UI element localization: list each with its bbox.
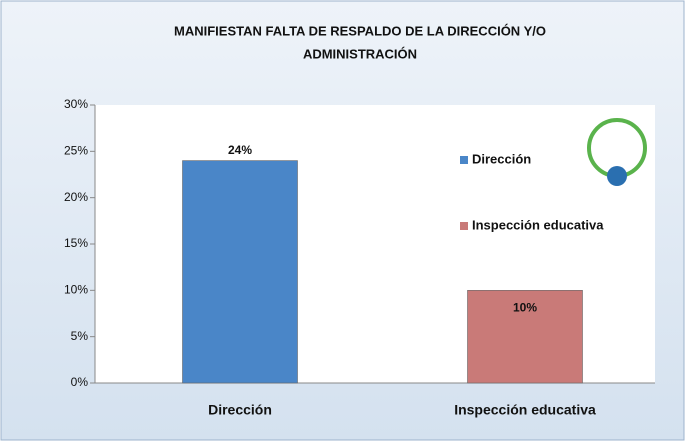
legend-swatch [460, 222, 468, 230]
data-label: 24% [228, 143, 252, 157]
legend-label: Dirección [472, 151, 531, 166]
bar [182, 160, 298, 384]
bar [467, 290, 583, 384]
legend-label: Inspección educativa [472, 217, 604, 232]
y-tick-label: 20% [64, 190, 88, 204]
chart-title: ADMINISTRACIÓN [303, 46, 417, 61]
y-tick-label: 15% [64, 236, 88, 250]
y-tick-label: 25% [64, 144, 88, 158]
chart-title: MANIFIESTAN FALTA DE RESPALDO DE LA DIRE… [174, 23, 546, 38]
legend-swatch [460, 156, 468, 164]
x-tick-label: Inspección educativa [454, 402, 596, 418]
logo [587, 118, 647, 186]
y-tick-label: 0% [71, 375, 89, 389]
x-tick-label: Dirección [208, 402, 272, 418]
y-tick-label: 5% [71, 329, 89, 343]
y-tick-label: 30% [64, 97, 88, 111]
y-tick-label: 10% [64, 283, 88, 297]
data-label: 10% [513, 301, 537, 315]
